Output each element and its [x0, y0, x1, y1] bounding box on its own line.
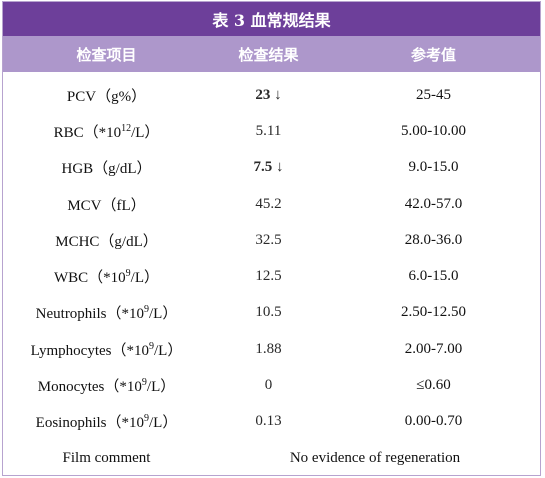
row-reference: 25-45 [416, 86, 451, 103]
row-item-name: Neutrophils（*109/L） [3, 302, 210, 323]
row-result: 45.2 [255, 195, 282, 212]
row-item-name: Monocytes（*109/L） [3, 375, 210, 396]
row-item-unit: /L） [130, 270, 159, 287]
row-item-name: WBC（*109/L） [3, 266, 210, 287]
row-result: 0 [264, 377, 273, 394]
row-item-unit: /L） [149, 415, 178, 432]
row-item-exponent: 9 [144, 413, 149, 425]
row-item-text: RBC（*10 [53, 124, 122, 141]
header-item: 检查项目 [76, 45, 137, 64]
row-result: 1.88 [255, 340, 282, 357]
table-row: MCV（fL） 45.2 42.0-57.0 [3, 186, 540, 222]
row-reference: 9.0-15.0 [408, 159, 459, 176]
film-comment-value: No evidence of regeneration [289, 449, 461, 466]
row-item-text: HGB（g/dL） [61, 161, 152, 178]
row-reference: 2.50-12.50 [401, 304, 466, 321]
row-item-text: WBC（*10 [53, 270, 126, 287]
table-row: PCV（g%） 23 ↓ 25-45 [3, 77, 540, 113]
row-item-name: RBC（*1012/L） [3, 121, 210, 142]
row-result: 0.13 [255, 413, 282, 430]
row-item-name: Eosinophils（*109/L） [3, 411, 210, 432]
table-row: Eosinophils（*109/L） 0.13 0.00-0.70 [3, 404, 540, 440]
row-result: 12.5 [255, 268, 282, 285]
row-item-text: Lymphocytes（*10 [30, 342, 149, 359]
row-item-exponent: 9 [148, 340, 154, 352]
row-item-exponent: 9 [141, 377, 147, 389]
row-item-name: Lymphocytes（*109/L） [3, 339, 210, 360]
row-reference: 5.00-10.00 [401, 122, 466, 139]
row-item-exponent: 12 [121, 122, 132, 134]
row-item-name: PCV（g%） [3, 85, 210, 106]
table-row: Neutrophils（*109/L） 10.5 2.50-12.50 [3, 295, 540, 331]
table-row: Monocytes（*109/L） 0 ≤0.60 [3, 367, 540, 403]
row-item-text: Neutrophils（*10 [35, 306, 144, 323]
row-result: 32.5 [255, 231, 282, 248]
row-item-text: PCV（g%） [66, 88, 147, 105]
row-item-name: MCHC（g/dL） [3, 230, 210, 251]
table-row: WBC（*109/L） 12.5 6.0-15.0 [3, 258, 540, 294]
header-reference: 参考值 [410, 45, 456, 64]
table-body: PCV（g%） 23 ↓ 25-45 RBC（*1012/L） 5.11 5.00-10.… [3, 77, 540, 440]
row-reference: 28.0-36.0 [404, 231, 463, 248]
row-item-text: Eosinophils（*10 [35, 415, 144, 432]
row-item-name: MCV（fL） [3, 194, 210, 215]
table-row: Lymphocytes（*109/L） 1.88 2.00-7.00 [3, 331, 540, 367]
header-result: 检查结果 [238, 45, 299, 64]
table-row: RBC（*1012/L） 5.11 5.00-10.00 [3, 113, 540, 149]
row-item-unit: /L） [131, 124, 160, 141]
row-item-exponent: 9 [125, 268, 131, 280]
row-result: 5.11 [255, 122, 282, 139]
row-result: 10.5 [255, 304, 282, 321]
row-result-flagged: 7.5 ↓ [253, 159, 284, 176]
row-item-text: Monocytes（*10 [37, 379, 142, 396]
row-item-name: HGB（g/dL） [3, 157, 210, 178]
row-item-text: MCV（fL） [67, 197, 146, 214]
row-reference: 6.0-15.0 [408, 268, 459, 285]
row-reference: 2.00-7.00 [404, 340, 463, 357]
row-reference: 42.0-57.0 [404, 195, 463, 212]
row-item-text: MCHC（g/dL） [55, 233, 158, 250]
row-item-unit: /L） [146, 379, 176, 396]
row-reference: 0.00-0.70 [404, 413, 463, 430]
row-item-unit: /L） [148, 306, 178, 323]
film-comment-row: Film comment No evidence of regeneration [3, 440, 540, 476]
row-item-unit: /L） [153, 342, 183, 359]
table-header-row: 检查项目 检查结果 参考值 [3, 36, 540, 72]
table-row: MCHC（g/dL） 32.5 28.0-36.0 [3, 222, 540, 258]
row-item-exponent: 9 [143, 304, 149, 316]
film-comment-label: Film comment [62, 449, 151, 466]
row-reference: ≤0.60 [416, 377, 451, 394]
table-row: HGB（g/dL） 7.5 ↓ 9.0-15.0 [3, 150, 540, 186]
row-result-flagged: 23 ↓ [255, 86, 282, 103]
table-title: 表 3 血常规结果 [3, 2, 540, 36]
